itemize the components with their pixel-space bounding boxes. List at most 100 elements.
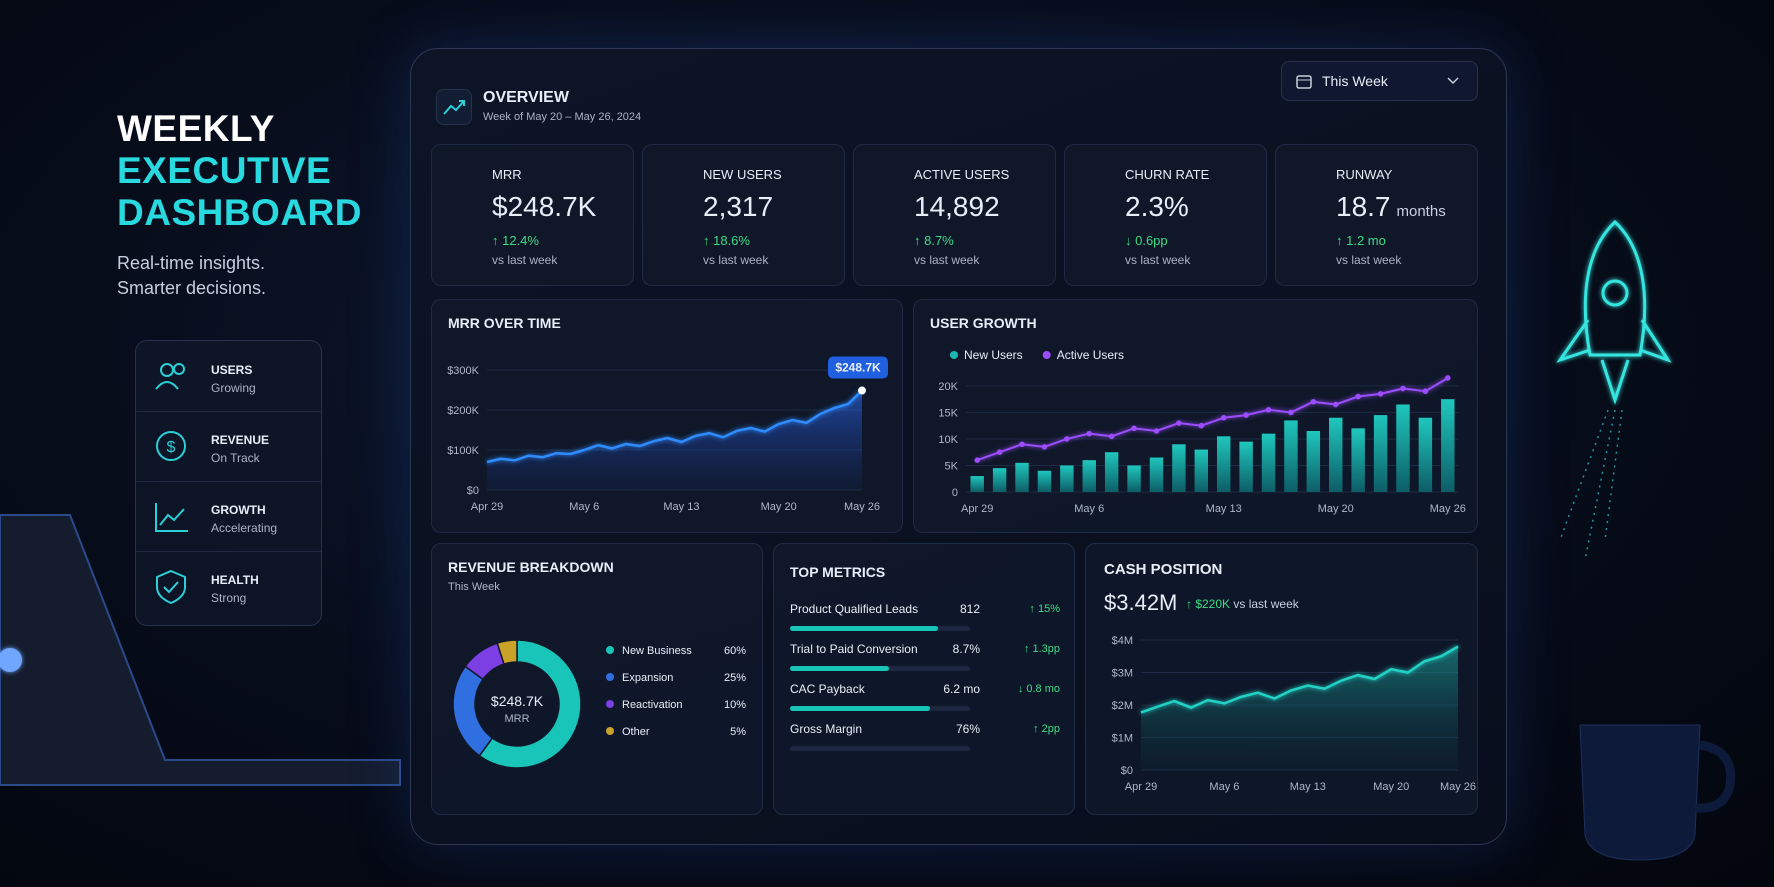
value-label: 60% — [724, 645, 746, 657]
progress-fill — [790, 706, 931, 711]
status-state: On Track — [211, 451, 260, 465]
bar — [1284, 420, 1298, 492]
tagline: Smarter decisions. — [117, 278, 267, 298]
rocket — [1556, 219, 1672, 405]
user-growth-chart: USER GROWTH 0 5K 10K 15K 20K Apr 29 May 6 May 1… — [913, 299, 1478, 533]
point — [1400, 385, 1406, 392]
x-tick-label: May 26 — [1440, 781, 1476, 793]
point — [1153, 428, 1160, 434]
kpi-change: ↑ 1.2 mo — [1336, 233, 1386, 248]
kpi-number: 14,892 — [914, 191, 1000, 222]
y-tick-label: 20K — [938, 381, 958, 393]
point — [1064, 436, 1070, 442]
mug-handle — [1695, 740, 1736, 813]
bar — [1104, 452, 1119, 492]
point — [1108, 433, 1115, 440]
y-tick-label: 15K — [938, 407, 958, 419]
kpi-number: $248.7K — [492, 191, 597, 222]
legend-label: Other — [622, 726, 650, 738]
bar — [1172, 444, 1186, 492]
value-label: $248.7K — [835, 361, 881, 375]
kpi-number: 2,317 — [703, 191, 774, 222]
progress-track — [790, 746, 970, 751]
value-label: 25% — [724, 672, 746, 684]
x-tick-label: May 20 — [1373, 781, 1409, 793]
metric-row: Gross Margin 76% ↑ 2pp — [790, 722, 1060, 766]
bar — [1194, 449, 1209, 492]
legend-label: Expansion — [622, 672, 673, 684]
status-state: Accelerating — [211, 521, 278, 535]
status-icon: $ — [156, 431, 186, 461]
hero-title: EXECUTIVE — [117, 150, 332, 191]
kpi-label: ACTIVE USERS — [914, 167, 1010, 182]
legend-label: Active Users — [1057, 348, 1124, 362]
y-tick-label: $0 — [1121, 765, 1133, 777]
kpi-card: ACTIVE USERS 14,892 ↑ 8.7% vs last week — [853, 144, 1056, 286]
chart-title: USER GROWTH — [930, 315, 1037, 331]
cash-headline: $3.42M — [1104, 590, 1177, 615]
metric-value: 6.2 mo — [943, 682, 980, 696]
status-icon — [156, 569, 186, 605]
value-label: 10% — [724, 699, 746, 711]
overview-title: OVERVIEW — [483, 89, 569, 106]
point — [1288, 409, 1294, 416]
legend-dot — [606, 727, 614, 735]
kpi-card: NEW USERS 2,317 ↑ 18.6% vs last week — [642, 144, 845, 286]
progress-track — [790, 666, 970, 671]
x-tick-label: May 13 — [1290, 781, 1326, 793]
bar — [1261, 433, 1276, 492]
x-tick-label: May 26 — [844, 501, 880, 513]
cash-chart: CASH POSITION $3.42M ↑ $220K vs last wee… — [1085, 543, 1478, 815]
hero-title: WEEKLY — [117, 108, 275, 149]
kpi-card: RUNWAY 18.7 months ↑ 1.2 mo vs last week — [1275, 144, 1478, 286]
svg-text:$: $ — [167, 439, 176, 456]
legend-label: New Users — [964, 348, 1023, 362]
point — [1265, 406, 1272, 413]
kpi-value: 14,892 — [914, 191, 1000, 223]
period-label: This Week — [1322, 73, 1388, 89]
center-label: MRR — [504, 713, 529, 725]
laptop-logo — [0, 648, 22, 672]
donut-slice — [478, 639, 582, 769]
kpi-number: 2.3% — [1125, 191, 1189, 222]
x-tick-label: May 6 — [1209, 781, 1239, 793]
kpi-change: ↑ 12.4% — [492, 233, 539, 248]
y-tick-label: $4M — [1112, 635, 1133, 647]
bar — [1306, 431, 1321, 492]
metric-change: ↑ 2pp — [1033, 723, 1060, 735]
x-tick-label: May 13 — [1206, 503, 1242, 515]
point — [1444, 375, 1451, 381]
point — [1310, 399, 1317, 405]
point — [1220, 414, 1227, 421]
bar — [992, 468, 1007, 492]
revenue-chart: REVENUE BREAKDOWN This Week New Business… — [431, 543, 763, 815]
y-tick-label: $3M — [1112, 668, 1133, 680]
line — [976, 377, 1449, 462]
metric-change: ↑ 1.3pp — [1023, 643, 1060, 655]
point — [1332, 401, 1339, 408]
period-dropdown[interactable]: This Week — [1281, 61, 1478, 101]
center-value: $248.7K — [491, 693, 544, 709]
dashboard-panel: OVERVIEW Week of May 20 – May 26, 2024 T… — [410, 48, 1507, 845]
overview-subtitle: Week of May 20 – May 26, 2024 — [483, 111, 642, 123]
progress-track — [790, 626, 970, 631]
legend-dot — [606, 673, 614, 681]
bar — [1127, 465, 1141, 492]
bar — [1329, 417, 1343, 492]
metric-name: Gross Margin — [790, 722, 863, 736]
y-tick-label: 10K — [938, 434, 958, 446]
bar — [1351, 428, 1365, 492]
legend-dot — [1042, 351, 1051, 359]
legend-dot — [606, 700, 614, 708]
status-item: GROWTH Accelerating — [136, 481, 321, 552]
callout-box — [828, 356, 888, 379]
point — [1243, 412, 1249, 418]
y-tick-label: $0 — [467, 485, 479, 497]
metric-value: 76% — [955, 722, 980, 736]
status-state: Growing — [211, 381, 256, 395]
kpi-value: $248.7K — [492, 191, 596, 223]
point — [1422, 388, 1429, 395]
status-label: REVENUE — [211, 433, 270, 447]
kpi-number: 18.7 — [1336, 191, 1391, 222]
